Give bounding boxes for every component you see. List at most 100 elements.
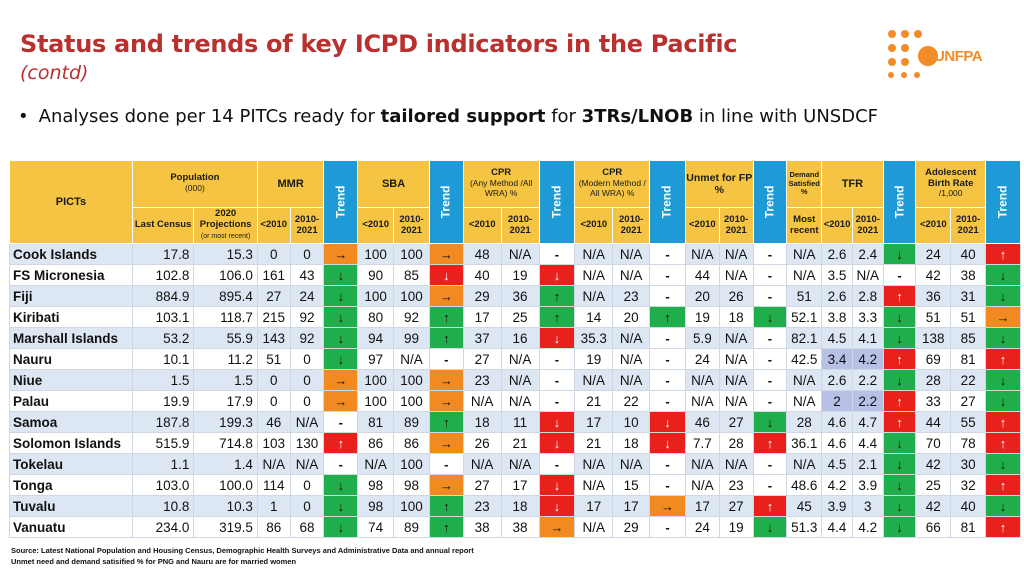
trend-cell: ↑: [428, 411, 464, 433]
value-cell: N/A: [574, 264, 614, 286]
value-cell: 28: [786, 411, 823, 433]
country-name: Marshall Islands: [9, 327, 133, 349]
value-cell: 51.3: [786, 516, 823, 538]
value-cell: 36: [915, 285, 952, 307]
trend-cell: →: [428, 285, 464, 307]
trend-cell: ↑: [985, 243, 1021, 265]
value-cell: 11: [500, 411, 540, 433]
value-cell: 48: [462, 243, 502, 265]
value-cell: 0: [289, 474, 325, 496]
header-trend: Trend: [538, 160, 576, 244]
trend-cell: ↓: [985, 453, 1021, 475]
value-cell: 42: [915, 495, 952, 517]
logo-dots-icon: [888, 30, 928, 80]
population-cell: 319.5: [193, 516, 258, 538]
value-cell: 51: [915, 306, 952, 328]
value-cell: 74: [357, 516, 395, 538]
header-unit: (000): [184, 183, 205, 193]
trend-cell: -: [538, 243, 576, 265]
value-cell: 48.6: [786, 474, 823, 496]
source-line: Unmet need and demand satisified % for P…: [11, 557, 297, 566]
value-cell: 29: [612, 516, 651, 538]
value-cell: 17: [574, 411, 614, 433]
trend-cell: ↓: [538, 264, 576, 286]
subheader-lt2010: <2010: [462, 207, 502, 244]
value-cell: 18: [500, 495, 540, 517]
trend-cell: ↑: [428, 306, 464, 328]
value-cell: 1: [256, 495, 291, 517]
value-cell: 2.6: [821, 285, 853, 307]
value-cell: 82.1: [786, 327, 823, 349]
value-cell: 27: [718, 411, 754, 433]
table-row: Tuvalu 10.8 10.3 1 0 ↓ 98 100 ↑ 23 18 ↓ 17 17 → 17 27 ↑ 45…: [9, 495, 1021, 517]
trend-cell: ↓: [323, 327, 359, 349]
value-cell: 19: [718, 516, 754, 538]
population-cell: 199.3: [193, 411, 258, 433]
trend-cell: ↑: [538, 285, 576, 307]
bullet-dot: •: [18, 106, 29, 127]
value-cell: N/A: [500, 348, 540, 370]
value-cell: N/A: [574, 474, 614, 496]
table-row: Palau 19.9 17.9 0 0 → 100 100 → N/A N/A -21 22- N/A N/…: [9, 390, 1021, 412]
header-label: Trend: [332, 185, 347, 219]
trend-cell: ↓: [752, 516, 788, 538]
population-cell: 1.4: [193, 453, 258, 475]
trend-cell: -: [649, 390, 686, 412]
value-cell: N/A: [718, 264, 754, 286]
value-cell: 100: [357, 243, 395, 265]
value-cell: 0: [256, 369, 291, 391]
trend-cell: ↓: [985, 390, 1021, 412]
subheader-lt2010: <2010: [574, 207, 614, 244]
value-cell: 42.5: [786, 348, 823, 370]
trend-cell: ↓: [882, 495, 917, 517]
value-cell: 2.6: [821, 369, 853, 391]
value-cell: N/A: [612, 369, 651, 391]
population-cell: 884.9: [131, 285, 195, 307]
trend-cell: ↓: [323, 264, 359, 286]
value-cell: N/A: [574, 453, 614, 475]
value-cell: 89: [393, 411, 430, 433]
value-cell: N/A: [612, 348, 651, 370]
subheader-2010-2021: 2010-2021: [718, 207, 754, 244]
value-cell: N/A: [684, 474, 720, 496]
trend-cell: -: [649, 264, 686, 286]
trend-cell: ↓: [882, 432, 917, 454]
value-cell: 2.1: [851, 453, 884, 475]
country-name: Tuvalu: [9, 495, 133, 517]
trend-cell: ↑: [428, 327, 464, 349]
trend-cell: →: [985, 306, 1021, 328]
trend-cell: →: [538, 516, 576, 538]
trend-cell: -: [752, 264, 788, 286]
value-cell: 138: [915, 327, 952, 349]
value-cell: N/A: [500, 369, 540, 391]
value-cell: 16: [500, 327, 540, 349]
header-unit: (or most recent): [200, 232, 251, 240]
value-cell: 215: [256, 306, 291, 328]
table-row: Fiji 884.9 895.4 27 24 ↓ 100 100 → 29 36 ↑ N/A 23-20 2…: [9, 285, 1021, 307]
country-name: Palau: [9, 390, 133, 412]
value-cell: 21: [500, 432, 540, 454]
value-cell: 4.2: [821, 474, 853, 496]
value-cell: 98: [357, 474, 395, 496]
trend-cell: -: [752, 369, 788, 391]
trend-cell: ↓: [882, 474, 917, 496]
population-cell: 55.9: [193, 327, 258, 349]
country-name: Niue: [9, 369, 133, 391]
value-cell: N/A: [289, 411, 325, 433]
header-sba: SBA: [357, 160, 430, 208]
header-label: Adolescent Birth Rate: [925, 166, 977, 189]
value-cell: 18: [718, 306, 754, 328]
value-cell: 32: [950, 474, 987, 496]
header-label: CPR: [491, 166, 512, 178]
trend-cell: ↑: [428, 516, 464, 538]
value-cell: 86: [393, 432, 430, 454]
value-cell: 100: [393, 495, 430, 517]
value-cell: N/A: [684, 243, 720, 265]
value-cell: 44: [915, 411, 952, 433]
value-cell: N/A: [718, 390, 754, 412]
trend-cell: ↓: [428, 264, 464, 286]
value-cell: 45: [786, 495, 823, 517]
value-cell: 23: [462, 369, 502, 391]
population-cell: 53.2: [131, 327, 195, 349]
value-cell: N/A: [574, 369, 614, 391]
